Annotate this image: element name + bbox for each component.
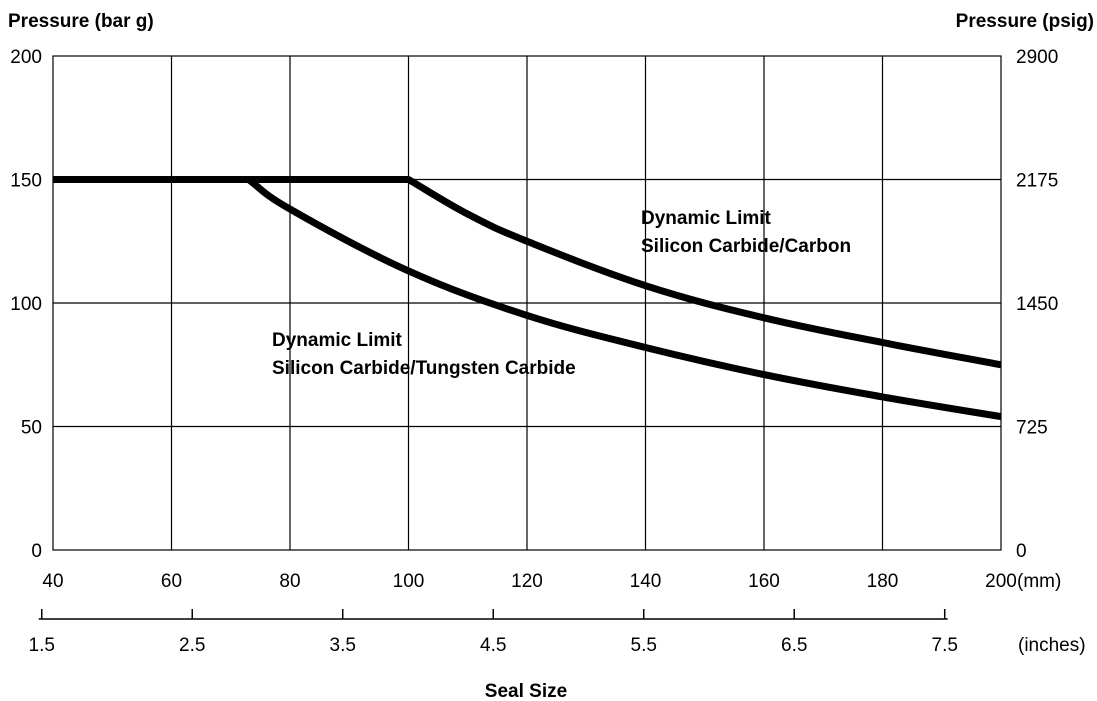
annotation-sic-tungsten: Dynamic Limit Silicon Carbide/Tungsten C… (272, 330, 576, 379)
y-tick-label-left: 200 (10, 47, 42, 68)
y-tick-label-right: 2900 (1016, 47, 1058, 68)
y-tick-label-left: 0 (31, 541, 42, 562)
y-tick-label-left: 100 (10, 294, 42, 315)
x-tick-label: 40 (42, 571, 63, 592)
x-tick-label: 60 (161, 571, 182, 592)
y-tick-label-left: 50 (21, 418, 42, 439)
inches-tick-label: 4.5 (480, 635, 506, 656)
x-tick-label: 80 (279, 571, 300, 592)
x-tick-label: 140 (630, 571, 662, 592)
annotation-sic-carbon-line2: Silicon Carbide/Carbon (641, 236, 851, 257)
x2-axis-unit: (inches) (1018, 635, 1086, 656)
inches-tick-label: 3.5 (330, 635, 356, 656)
inches-axis: 1.5 2.5 3.5 4.5 5.5 6.5 7.5 (29, 609, 958, 656)
x-axis-ticks: 40 60 80 100 120 140 160 180 200 (42, 571, 1016, 592)
left-axis-title: Pressure (bar g) (8, 11, 154, 32)
x-axis-unit: (mm) (1017, 571, 1061, 592)
series-line-sic-carbon (53, 176, 1002, 369)
series-line-sic-tungsten-carbide (53, 176, 1002, 421)
grid (53, 56, 1001, 550)
right-axis-title: Pressure (psig) (956, 11, 1094, 32)
inches-tick-label: 6.5 (781, 635, 807, 656)
inches-tick-label: 2.5 (179, 635, 205, 656)
left-axis-ticks: 0 50 100 150 200 (10, 47, 42, 562)
y-tick-label-right: 725 (1016, 418, 1048, 439)
annotation-sic-tungsten-line1: Dynamic Limit (272, 330, 403, 351)
y-tick-label-right: 1450 (1016, 294, 1058, 315)
right-axis-ticks: 0 725 1450 2175 2900 (1016, 47, 1058, 562)
x-tick-label: 180 (867, 571, 899, 592)
x-axis-title: Seal Size (485, 681, 567, 701)
inches-tick-label: 7.5 (932, 635, 958, 656)
series-lines (53, 176, 1002, 421)
annotation-sic-carbon-line1: Dynamic Limit (641, 208, 772, 229)
annotation-sic-carbon: Dynamic Limit Silicon Carbide/Carbon (641, 208, 851, 257)
x-tick-label: 200 (985, 571, 1017, 592)
plot-frame (52, 55, 1002, 551)
x-tick-label: 100 (393, 571, 425, 592)
y-tick-label-right: 0 (1016, 541, 1027, 562)
inches-tick-label: 1.5 (29, 635, 55, 656)
y-tick-label-left: 150 (10, 171, 42, 192)
x-tick-label: 160 (748, 571, 780, 592)
y-tick-label-right: 2175 (1016, 171, 1058, 192)
x-tick-label: 120 (511, 571, 543, 592)
inches-tick-label: 5.5 (631, 635, 657, 656)
annotation-sic-tungsten-line2: Silicon Carbide/Tungsten Carbide (272, 358, 576, 379)
